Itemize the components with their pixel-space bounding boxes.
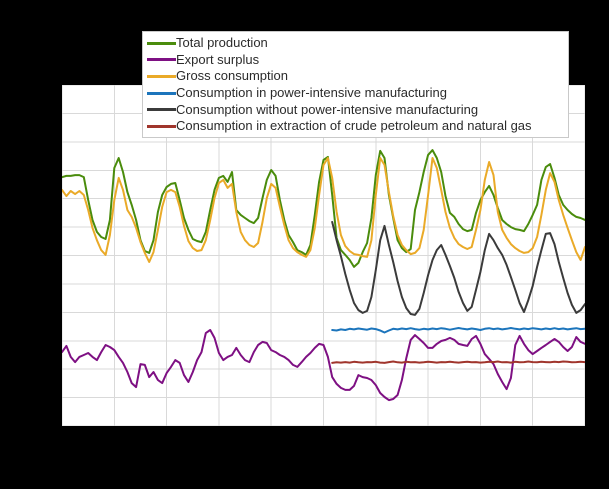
legend-item-4: Consumption without power-intensive manu… bbox=[147, 101, 562, 118]
legend-line-swatch bbox=[147, 74, 176, 78]
legend-item-5: Consumption in extraction of crude petro… bbox=[147, 118, 562, 135]
legend-label: Consumption in power-intensive manufactu… bbox=[176, 85, 447, 101]
legend-label: Export surplus bbox=[176, 51, 260, 67]
legend-label: Gross consumption bbox=[176, 68, 288, 84]
legend-line-swatch bbox=[147, 91, 176, 95]
legend-item-2: Gross consumption bbox=[147, 68, 562, 85]
legend-line-swatch bbox=[147, 124, 176, 128]
legend-label: Consumption without power-intensive manu… bbox=[176, 101, 479, 117]
series-line-5 bbox=[331, 360, 585, 364]
legend-label: Consumption in extraction of crude petro… bbox=[176, 118, 532, 134]
series-line-1 bbox=[62, 329, 585, 402]
legend-line-swatch bbox=[147, 41, 176, 45]
legend-line-swatch bbox=[147, 108, 176, 112]
legend-label: Total production bbox=[176, 35, 268, 51]
legend-item-1: Export surplus bbox=[147, 52, 562, 69]
plot-area bbox=[62, 85, 585, 426]
legend-item-3: Consumption in power-intensive manufactu… bbox=[147, 85, 562, 102]
series-line-4 bbox=[331, 221, 585, 316]
series-line-2 bbox=[62, 157, 585, 263]
legend-item-0: Total production bbox=[147, 35, 562, 52]
legend-line-swatch bbox=[147, 58, 176, 62]
legend: Total production Export surplus Gross cons… bbox=[142, 31, 569, 138]
series-line-3 bbox=[331, 327, 585, 334]
